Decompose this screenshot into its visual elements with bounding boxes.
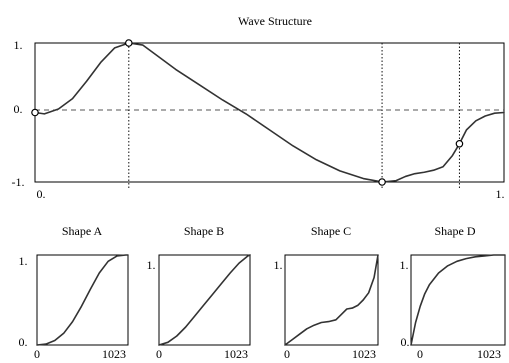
main-wave-panel: Wave Structure 1. 0. -1. 0. 1.	[12, 14, 505, 201]
wave-handle-4[interactable]	[455, 139, 464, 148]
shape-b-panel: Shape B 1. 0 1023	[147, 224, 251, 361]
shape-d-panel: Shape D 1. 0. 0 1023	[400, 224, 506, 361]
shape-a-y-tick-0: 0.	[19, 335, 28, 349]
shape-c-title: Shape C	[311, 224, 351, 238]
shape-b-frame	[158, 254, 251, 346]
shape-b-title: Shape B	[184, 224, 224, 238]
shape-a-panel: Shape A 1. 0. 0 1023	[19, 224, 129, 361]
shape-a-x-tick-1023: 1023	[102, 347, 126, 361]
main-y-tick-1: 1.	[14, 38, 23, 52]
shape-d-x-tick-0: 0	[417, 347, 423, 361]
main-y-tick-neg1: -1.	[12, 175, 25, 189]
shape-a-y-tick-1: 1.	[19, 254, 28, 268]
shape-c-frame	[284, 254, 379, 346]
main-chart-title: Wave Structure	[238, 14, 312, 28]
shape-b-x-tick-1023: 1023	[224, 347, 248, 361]
shape-b-x-tick-0: 0	[156, 347, 162, 361]
shape-a-title: Shape A	[62, 224, 103, 238]
wave-handle-group[interactable]	[31, 39, 464, 186]
shape-d-title: Shape D	[435, 224, 476, 238]
main-y-tick-0: 0.	[14, 102, 23, 116]
main-x-tick-1: 1.	[496, 187, 505, 201]
shape-c-y-tick-1: 1.	[274, 258, 283, 272]
shape-a-frame	[36, 254, 129, 346]
shape-c-panel: Shape C 1. 0 1023	[274, 224, 379, 361]
wave-handle-1[interactable]	[31, 108, 39, 117]
shape-a-curve	[36, 254, 129, 346]
shape-a-x-tick-0: 0	[34, 347, 40, 361]
wave-series-line	[34, 42, 505, 183]
shape-c-curve	[284, 254, 379, 346]
shape-d-y-tick-1: 1.	[400, 258, 409, 272]
shape-c-x-tick-1023: 1023	[352, 347, 376, 361]
main-plot-frame	[34, 42, 505, 183]
shape-d-frame	[410, 254, 506, 346]
shape-d-x-tick-1023: 1023	[477, 347, 501, 361]
wave-handle-2[interactable]	[125, 39, 133, 47]
main-x-tick-0: 0.	[37, 187, 46, 201]
vertical-marker-group	[128, 43, 460, 188]
shape-d-y-tick-0: 0.	[401, 335, 410, 349]
shape-b-curve	[158, 254, 251, 346]
shape-d-curve	[410, 254, 506, 346]
wave-handle-3[interactable]	[378, 178, 386, 186]
shape-b-y-tick-1: 1.	[147, 258, 156, 272]
shape-c-x-tick-0: 0	[284, 347, 290, 361]
